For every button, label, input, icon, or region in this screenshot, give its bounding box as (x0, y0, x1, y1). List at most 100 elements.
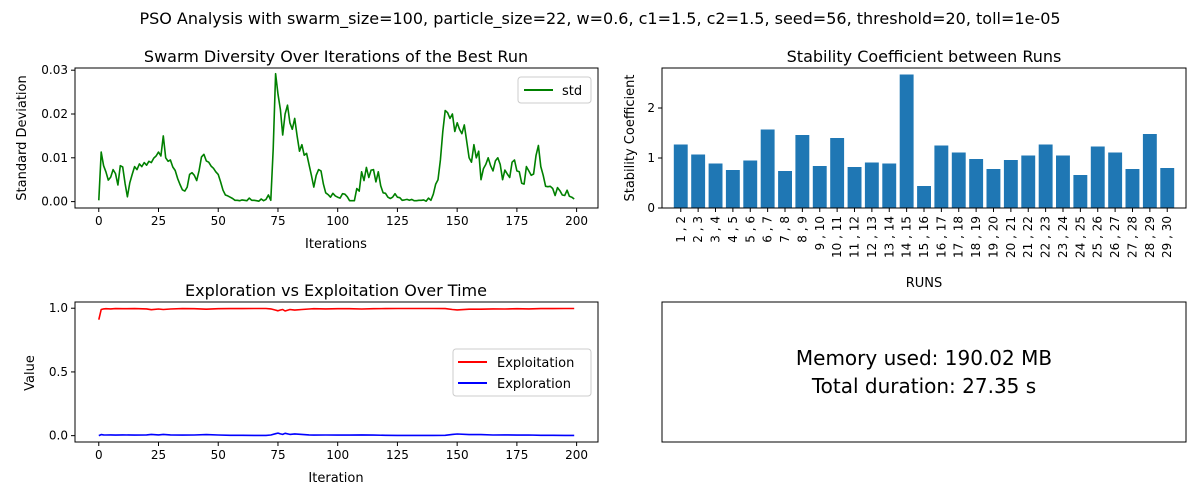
stability-x-tick-label: 1 , 2 (674, 216, 688, 243)
stability-bar (795, 135, 810, 208)
diversity-y-tick-label: 0.02 (41, 107, 68, 121)
std-line (98, 72, 575, 202)
total-duration-text: Total duration: 27.35 s (811, 374, 1036, 398)
explore-exploit-x-tick-label: 150 (446, 448, 469, 462)
stability-x-tick-label: 9 , 10 (813, 216, 827, 250)
diversity-x-tick-label: 125 (386, 214, 409, 228)
info-panel: Memory used: 190.02 MB Total duration: 2… (661, 301, 1187, 443)
stability-y-tick-label: 2 (647, 101, 655, 115)
stability-bar (743, 160, 758, 208)
stability-x-tick-label: 11 , 12 (848, 216, 862, 258)
diversity-legend-box (517, 76, 592, 104)
explore-exploit-y-tick-label: 0.5 (49, 365, 68, 379)
stability-x-tick-label: 17 , 18 (952, 216, 966, 258)
diversity-x-tick-label: 175 (505, 214, 528, 228)
stability-bar (864, 162, 879, 208)
figure-suptitle: PSO Analysis with swarm_size=100, partic… (139, 9, 1060, 29)
exploration-line (98, 432, 575, 437)
stability-bar (1160, 168, 1175, 208)
stability-x-tick-label: 20 , 21 (1004, 216, 1018, 258)
stability-bar (1108, 152, 1123, 208)
stability-x-tick-label: 15 , 16 (917, 216, 931, 258)
explore-exploit-x-tick-label: 0 (95, 448, 103, 462)
explore-exploit-x-tick-label: 125 (386, 448, 409, 462)
stability-panel: Stability Coefficient between Runs Stabi… (623, 47, 1187, 291)
stability-x-tick-label: 10 , 11 (830, 216, 844, 258)
stability-bar (899, 74, 914, 208)
explore-exploit-legend: Exploitation Exploration (452, 348, 592, 397)
diversity-panel: Swarm Diversity Over Iterations of the B… (15, 47, 599, 252)
stability-x-tick-label: 3 , 4 (709, 216, 723, 243)
stability-bar (1038, 144, 1053, 208)
stability-bar (1003, 160, 1018, 208)
explore-exploit-ylabel: Value (23, 355, 38, 391)
info-panel-frame (661, 301, 1187, 443)
stability-x-tick-label: 7 , 8 (778, 216, 792, 243)
stability-bar (1090, 146, 1105, 208)
diversity-y-tick-label: 0.03 (41, 63, 68, 77)
stability-bar (934, 145, 949, 208)
stability-bar (830, 138, 845, 208)
stability-x-tick-label: 19 , 20 (987, 216, 1001, 258)
stability-x-tick-label: 2 , 3 (691, 216, 705, 243)
stability-x-tick-label: 28 , 29 (1143, 216, 1157, 258)
stability-bar (882, 163, 897, 208)
explore-exploit-y-tick-label: 0.0 (49, 429, 68, 443)
stability-x-tick-label: 25 , 26 (1091, 216, 1105, 258)
stability-x-tick-label: 21 , 22 (1021, 216, 1035, 258)
diversity-y-tick-label: 0.00 (41, 195, 68, 209)
explore-exploit-x-tick-label: 25 (151, 448, 166, 462)
stability-bars (673, 74, 1175, 208)
diversity-x-tick-label: 25 (151, 214, 166, 228)
stability-bar (951, 152, 966, 208)
explore-exploit-x-tick-label: 100 (326, 448, 349, 462)
stability-bar (1021, 155, 1036, 208)
stability-bar (778, 171, 792, 208)
stability-y-tick-label: 1 (647, 151, 655, 165)
std-legend-label: std (562, 84, 582, 99)
memory-used-text: Memory used: 190.02 MB (796, 346, 1052, 370)
stability-x-tick-label: 26 , 27 (1108, 216, 1122, 258)
stability-bar (812, 166, 827, 208)
exploration-legend-label: Exploration (497, 377, 571, 392)
diversity-x-tick-label: 100 (326, 214, 349, 228)
diversity-ylabel: Standard Deviation (15, 75, 30, 200)
explore-exploit-x-tick-label: 175 (505, 448, 528, 462)
explore-exploit-axes-frame (74, 301, 599, 443)
explore-exploit-panel: Exploration vs Exploitation Over Time Va… (23, 281, 599, 486)
explore-exploit-legend-box (452, 348, 592, 397)
stability-x-tick-label: 12 , 13 (865, 216, 879, 258)
diversity-x-tick-label: 0 (95, 214, 103, 228)
stability-x-tick-label: 22 , 23 (1039, 216, 1053, 258)
stability-axes-frame (661, 67, 1187, 209)
stability-bar (1125, 169, 1140, 208)
stability-bar (1073, 175, 1088, 208)
stability-bar (725, 170, 740, 208)
stability-ylabel: Stability Coefficient (623, 74, 638, 201)
stability-xlabel: RUNS (906, 276, 943, 291)
diversity-y-tick-label: 0.01 (41, 151, 68, 165)
stability-x-tick-label: 4 , 5 (726, 216, 740, 243)
stability-bar (691, 154, 706, 208)
stability-x-tick-label: 6 , 7 (761, 216, 775, 243)
stability-title: Stability Coefficient between Runs (787, 47, 1062, 66)
diversity-x-tick-label: 75 (270, 214, 285, 228)
stability-bar (917, 186, 931, 208)
explore-exploit-title: Exploration vs Exploitation Over Time (185, 281, 487, 300)
diversity-x-tick-label: 200 (565, 214, 588, 228)
stability-x-tick-label: 27 , 28 (1126, 216, 1140, 258)
stability-bar (1142, 134, 1157, 208)
diversity-x-tick-label: 50 (211, 214, 226, 228)
stability-y-tick-label: 0 (647, 201, 655, 215)
explore-exploit-ticks: 0 25 50 75 100 125 150 175 200 0.0 0.5 1.0 (49, 301, 588, 462)
stability-bar (847, 167, 862, 208)
explore-exploit-x-tick-label: 50 (211, 448, 226, 462)
explore-exploit-xlabel: Iteration (308, 471, 363, 486)
explore-exploit-x-tick-label: 75 (270, 448, 285, 462)
stability-bar (1056, 155, 1070, 208)
stability-x-tick-label: 24 , 25 (1073, 216, 1087, 258)
stability-bar (969, 159, 984, 208)
stability-bar (760, 129, 775, 208)
